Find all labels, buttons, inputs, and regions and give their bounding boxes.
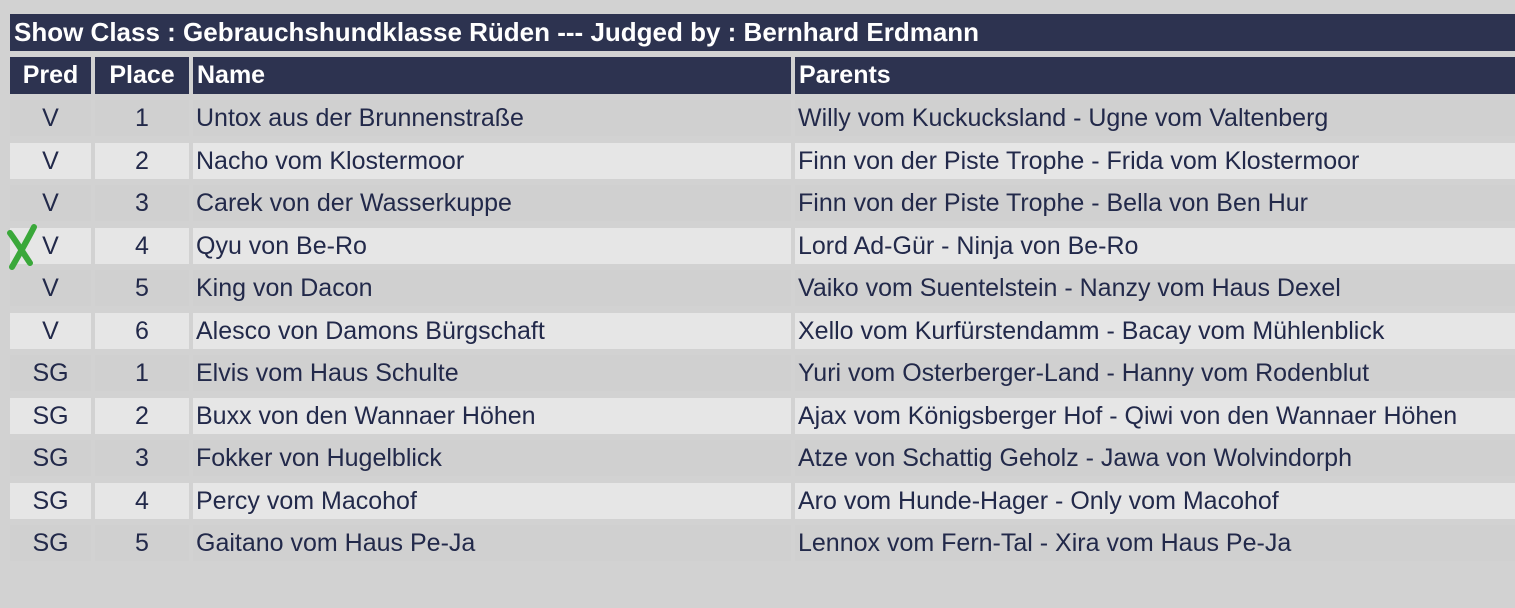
table-row[interactable]: SG 3 Fokker von Hugelblick Atze von Schatti… <box>10 437 1515 480</box>
top-strip <box>0 0 1515 12</box>
table-header: Pred Place Name Parents <box>10 57 1515 94</box>
cell-place: 2 <box>95 142 189 179</box>
table-row[interactable]: V 5 King von Dacon Vaiko vom Suentelstein -… <box>10 267 1515 310</box>
table-row[interactable]: V 6 Alesco von Damons Bürgschaft Xello vom … <box>10 310 1515 353</box>
header-parents[interactable]: Parents <box>795 57 1515 94</box>
cell-name: Gaitano vom Haus Pe-Ja <box>193 525 791 561</box>
table-row[interactable]: V 1 Untox aus der Brunnenstraße Willy vom K… <box>10 97 1515 140</box>
cell-parents: Lennox vom Fern-Tal - Xira vom Haus Pe-J… <box>795 525 1515 561</box>
cell-place: 3 <box>95 185 189 221</box>
cell-name: Elvis vom Haus Schulte <box>193 355 791 391</box>
cell-parents: Lord Ad-Gür - Ninja von Be-Ro <box>795 227 1515 264</box>
cell-pred: V <box>10 185 91 221</box>
cell-pred: V <box>10 270 91 306</box>
cell-parents: Aro vom Hunde-Hager - Only vom Macohof <box>795 482 1515 519</box>
cell-name: Carek von der Wasserkuppe <box>193 185 791 221</box>
cell-pred: V <box>10 100 91 136</box>
cell-pred: SG <box>10 525 91 561</box>
cell-parents: Ajax vom Königsberger Hof - Qiwi von den… <box>795 397 1515 434</box>
cell-parents: Xello vom Kurfürstendamm - Bacay vom Müh… <box>795 312 1515 349</box>
table-row[interactable]: V 4 Qyu von Be-Ro Lord Ad-Gür - Ninja von B… <box>7 223 1515 270</box>
cell-parents: Vaiko vom Suentelstein - Nanzy vom Haus … <box>795 270 1515 306</box>
cell-pred: V <box>10 312 91 349</box>
cell-pred: V <box>10 142 91 179</box>
cell-place: 1 <box>95 100 189 136</box>
cell-name: Untox aus der Brunnenstraße <box>193 100 791 136</box>
table-row[interactable]: SG 2 Buxx von den Wannaer Höhen Ajax vom Kö… <box>10 395 1515 438</box>
cell-place: 1 <box>95 355 189 391</box>
header-pred[interactable]: Pred <box>10 57 91 94</box>
cell-parents: Atze von Schattig Geholz - Jawa von Wolv… <box>795 440 1515 476</box>
cell-name: Qyu von Be-Ro <box>193 227 791 264</box>
cell-parents: Yuri vom Osterberger-Land - Hanny vom Ro… <box>795 355 1515 391</box>
cell-pred: SG <box>10 355 91 391</box>
cell-pred: SG <box>10 397 91 434</box>
cell-place: 5 <box>95 270 189 306</box>
cell-pred: SG <box>10 440 91 476</box>
table-row[interactable]: V 2 Nacho vom Klostermoor Finn von der Pist… <box>10 140 1515 183</box>
cell-name: Percy vom Macohof <box>193 482 791 519</box>
cell-place: 3 <box>95 440 189 476</box>
cell-parents: Finn von der Piste Trophe - Frida vom Kl… <box>795 142 1515 179</box>
cell-place: 6 <box>95 312 189 349</box>
cell-name: King von Dacon <box>193 270 791 306</box>
table-row[interactable]: SG 1 Elvis vom Haus Schulte Yuri vom Osterb… <box>10 352 1515 395</box>
cell-pred: SG <box>10 482 91 519</box>
cell-parents: Willy vom Kuckucksland - Ugne vom Valten… <box>795 100 1515 136</box>
table-row[interactable]: V 3 Carek von der Wasserkuppe Finn von der … <box>10 182 1515 225</box>
cell-name: Fokker von Hugelblick <box>193 440 791 476</box>
header-name[interactable]: Name <box>193 57 791 94</box>
header-place[interactable]: Place <box>95 57 189 94</box>
cell-name: Buxx von den Wannaer Höhen <box>193 397 791 434</box>
cell-name: Alesco von Damons Bürgschaft <box>193 312 791 349</box>
cell-place: 2 <box>95 397 189 434</box>
table-row[interactable]: SG 4 Percy vom Macohof Aro vom Hunde-Hager … <box>10 480 1515 523</box>
show-class-title: Show Class : Gebrauchshundklasse Rüden -… <box>10 14 1515 51</box>
cell-place: 4 <box>95 482 189 519</box>
table-row[interactable]: SG 5 Gaitano vom Haus Pe-Ja Lennox vom Fern… <box>10 522 1515 565</box>
empty-area <box>0 565 1515 608</box>
cell-parents: Finn von der Piste Trophe - Bella von Be… <box>795 185 1515 221</box>
cell-place: 5 <box>95 525 189 561</box>
cell-name: Nacho vom Klostermoor <box>193 142 791 179</box>
cell-pred: V <box>10 227 91 264</box>
results-table-body: V 1 Untox aus der Brunnenstraße Willy vom K… <box>7 97 1515 565</box>
cell-place: 4 <box>95 227 189 264</box>
